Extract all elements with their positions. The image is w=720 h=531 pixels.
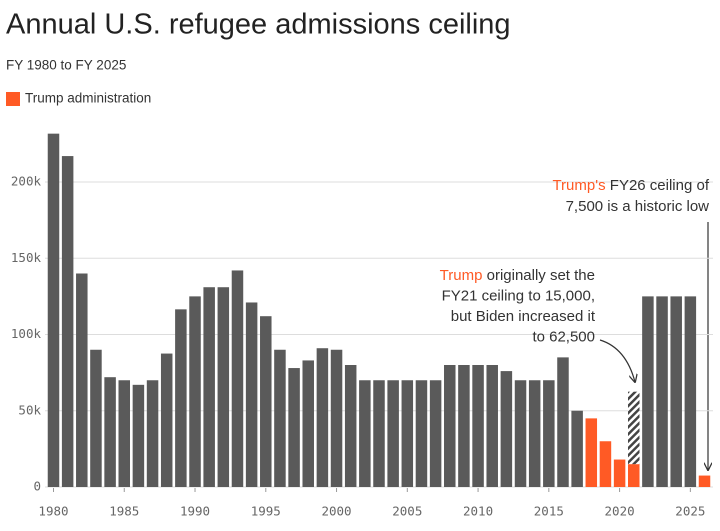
bar <box>528 380 541 487</box>
x-tick-label: 1980 <box>38 504 68 519</box>
annotation-text: Trump <box>440 267 483 284</box>
bar <box>415 380 428 487</box>
bar <box>486 365 498 487</box>
bar <box>698 475 711 487</box>
annotation: but Biden increased it <box>451 308 596 325</box>
annotation-text: originally set the <box>482 267 595 284</box>
annotation-text: to 62,500 <box>532 328 595 345</box>
bar <box>401 380 414 487</box>
annotation: 7,500 is a historic low <box>566 198 710 215</box>
bar <box>599 441 612 487</box>
bar <box>359 380 371 487</box>
bar <box>344 365 357 487</box>
bar <box>458 365 470 487</box>
bar <box>387 380 399 487</box>
bar <box>104 377 116 487</box>
annotation: Trump originally set the <box>440 267 595 284</box>
arrow <box>599 339 635 382</box>
bar <box>189 296 201 487</box>
x-tick-label: 2000 <box>321 504 351 519</box>
x-tick-label: 2010 <box>463 504 493 519</box>
annotation: to 62,500 <box>532 328 595 345</box>
bar <box>302 360 314 487</box>
bar <box>656 296 668 487</box>
bar <box>585 418 598 487</box>
bar <box>627 464 640 487</box>
bar <box>557 357 569 487</box>
bar <box>76 273 88 487</box>
x-tick-label: 1995 <box>251 504 281 519</box>
bar <box>543 380 555 487</box>
bar <box>444 365 456 487</box>
annotation-text: but Biden increased it <box>451 308 596 325</box>
chart-title: Annual U.S. refugee admissions ceiling <box>6 9 511 41</box>
legend-label: Trump administration <box>25 91 151 106</box>
bar <box>217 287 230 487</box>
bar <box>500 371 513 487</box>
annotation-text: FY26 ceiling of <box>606 177 710 194</box>
bar <box>429 380 442 487</box>
annotation: Trump's FY26 ceiling of <box>552 177 709 194</box>
x-tick-label: 2005 <box>392 504 422 519</box>
y-tick-label: 200k <box>11 174 42 189</box>
bar <box>118 380 131 487</box>
bar <box>146 380 159 487</box>
bar <box>316 348 329 487</box>
bar <box>642 296 654 487</box>
bar <box>684 296 697 487</box>
bar <box>274 349 286 487</box>
x-tick-label: 1985 <box>109 504 139 519</box>
bar <box>90 349 102 487</box>
bar <box>160 353 173 487</box>
bar <box>514 380 527 487</box>
bar <box>571 410 583 487</box>
bar <box>472 365 484 487</box>
bar <box>613 459 626 487</box>
bar <box>132 384 145 487</box>
bar <box>245 302 258 487</box>
bar <box>670 296 682 487</box>
bar <box>231 270 244 487</box>
bar <box>203 287 215 487</box>
bar <box>260 316 272 487</box>
bar <box>330 349 343 487</box>
x-tick-label: 2015 <box>534 504 564 519</box>
annotation-text: Trump's <box>552 177 605 194</box>
bar <box>175 309 187 487</box>
annotation-text: 7,500 is a historic low <box>566 198 710 215</box>
y-tick-label: 100k <box>11 326 42 341</box>
y-tick-label: 150k <box>11 250 42 265</box>
bar <box>61 156 74 487</box>
bar <box>47 133 60 487</box>
y-tick-label: 0 <box>33 479 41 494</box>
y-tick-label: 50k <box>18 402 41 417</box>
x-tick-label: 2020 <box>605 504 635 519</box>
bar <box>288 368 300 487</box>
bar <box>373 380 385 487</box>
x-tick-label: 1990 <box>180 504 210 519</box>
subtitle: FY 1980 to FY 2025 <box>6 58 126 73</box>
legend-swatch <box>6 92 20 106</box>
x-tick-label: 2025 <box>675 504 705 519</box>
annotation: FY21 ceiling to 15,000, <box>442 287 595 304</box>
annotation-text: FY21 ceiling to 15,000, <box>442 287 595 304</box>
revised-bar <box>627 391 640 465</box>
